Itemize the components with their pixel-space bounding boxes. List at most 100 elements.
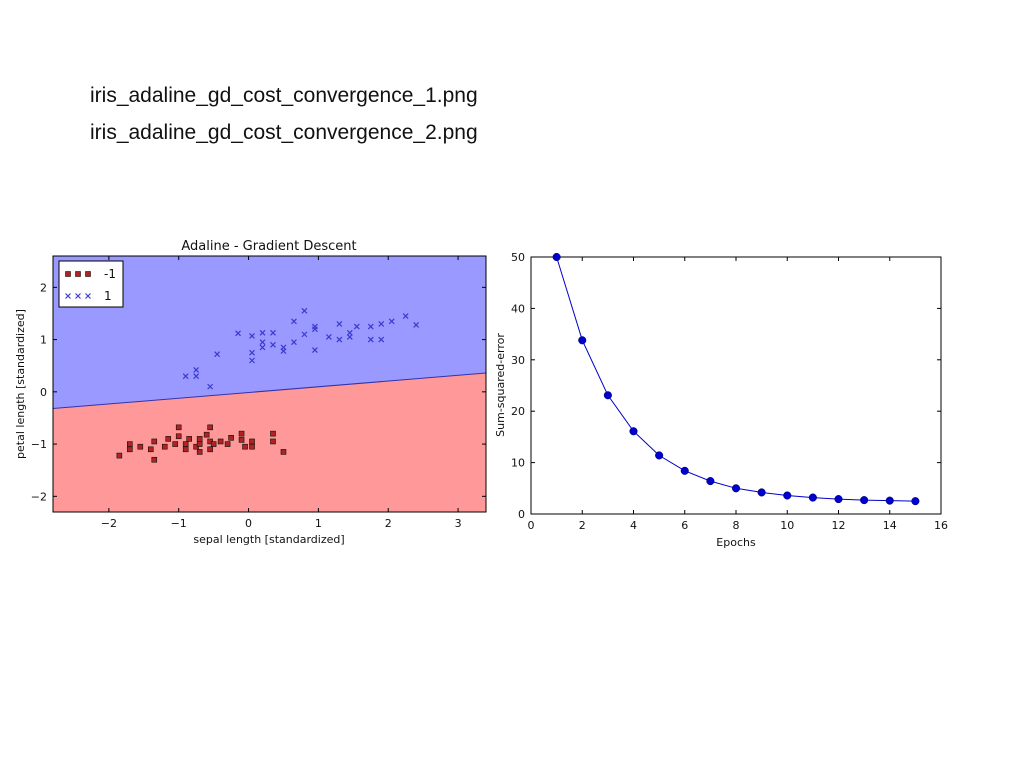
plot-frame [52, 255, 487, 513]
adaline-decision-regions-chart: Adaline - Gradient Descent −2 −1 0 1 2 3 −2 −1 0… [14, 239, 487, 546]
axis-ticks: 0 2 4 6 8 10 12 14 16 0 10 20 30 40 50 [511, 251, 948, 532]
point-class-neg [127, 441, 133, 447]
point-class-pos [214, 351, 221, 358]
point-class-neg [196, 449, 203, 455]
point-class-neg [147, 446, 154, 453]
point-class-pos [301, 331, 308, 338]
cost-convergence-chart: 0 2 4 6 8 10 12 14 16 0 10 20 30 40 50 Epochs Sum-squa… [494, 251, 948, 549]
point-class-pos [378, 336, 385, 343]
legend: -1 1 [58, 260, 124, 308]
point-class-neg [238, 437, 245, 443]
point-class-pos [325, 334, 332, 340]
x-tick-label: −1 [171, 517, 187, 530]
cost-point [655, 451, 664, 460]
x-tick-label: 0 [245, 517, 252, 530]
point-class-neg [280, 449, 287, 455]
point-class-neg [270, 438, 276, 445]
y-tick-label: 0 [518, 508, 525, 521]
region-class-pos [53, 256, 486, 409]
x-tick-label: 8 [733, 519, 740, 532]
region-class-neg [53, 373, 486, 512]
point-class-neg [238, 430, 245, 437]
point-class-pos [311, 323, 318, 330]
point-class-neg [151, 438, 158, 445]
point-class-pos [259, 329, 266, 336]
y-tick-label: 40 [511, 302, 525, 315]
point-class-neg [175, 433, 182, 440]
axis-ticks: −2 −1 0 1 2 3 −2 −1 0 1 2 [31, 256, 486, 530]
cost-point [680, 466, 689, 475]
cost-point [706, 477, 715, 486]
plot-frame [530, 256, 942, 515]
point-class-neg [203, 431, 210, 438]
cost-points [552, 252, 920, 506]
point-class-neg [224, 441, 231, 447]
y-tick-label: 0 [40, 386, 47, 399]
legend-label-pos: 1 [104, 289, 112, 303]
legend-label-neg: -1 [104, 267, 116, 281]
point-class-pos [235, 330, 241, 337]
point-class-neg [207, 424, 213, 431]
y-tick-label: −2 [31, 490, 47, 503]
legend-marker-pos [65, 293, 71, 299]
point-class-pos [301, 307, 308, 314]
point-class-pos [270, 329, 276, 336]
decision-boundary [53, 372, 486, 410]
point-class-neg [175, 424, 182, 431]
slide-text-line-1: iris_adaline_gd_cost_convergence_1.png [90, 84, 478, 107]
point-class-pos [402, 313, 409, 320]
point-class-pos [259, 339, 266, 346]
y-tick-label: 50 [511, 251, 525, 264]
x-tick-label: 0 [528, 519, 535, 532]
point-class-neg [161, 443, 168, 450]
y-tick-label: 2 [40, 281, 47, 294]
point-class-pos [336, 336, 343, 343]
x-axis-label: Epochs [716, 536, 756, 549]
plot-area [53, 256, 486, 512]
legend-box [58, 260, 124, 308]
slide-text-line-2: iris_adaline_gd_cost_convergence_2.png [90, 121, 478, 144]
x-tick-label: 10 [780, 519, 794, 532]
cost-point [834, 495, 843, 504]
point-class-neg [228, 435, 234, 441]
point-class-pos [367, 323, 374, 330]
y-axis-label: Sum-squared-error [494, 333, 507, 437]
point-class-neg [116, 452, 123, 459]
point-class-neg [127, 446, 133, 453]
point-class-pos [413, 322, 420, 328]
point-class-neg [182, 441, 189, 447]
point-class-neg [186, 436, 192, 442]
point-class-pos [280, 344, 287, 351]
cost-point [885, 496, 894, 505]
point-class-neg [217, 438, 224, 445]
y-tick-label: 20 [511, 405, 525, 418]
point-class-neg [196, 436, 203, 442]
point-class-pos [353, 323, 360, 330]
cost-point [603, 391, 612, 400]
x-tick-label: 1 [315, 517, 322, 530]
x-tick-label: 16 [934, 519, 948, 532]
point-class-pos [249, 349, 255, 356]
point-class-neg [207, 446, 213, 453]
point-class-pos [193, 366, 200, 373]
x-tick-label: 14 [883, 519, 897, 532]
point-class-pos [270, 341, 276, 348]
y-tick-label: 1 [40, 334, 47, 347]
cost-point [757, 488, 766, 497]
cost-point [578, 336, 587, 345]
chart-title: Adaline - Gradient Descent [181, 239, 356, 254]
cost-point [911, 497, 920, 506]
point-class-pos [249, 333, 255, 339]
point-class-neg [249, 443, 255, 450]
x-tick-label: 3 [455, 517, 462, 530]
point-class-neg [270, 430, 276, 437]
legend-marker-neg [85, 271, 91, 277]
x-axis-label: sepal length [standardized] [193, 533, 344, 546]
point-class-neg [172, 441, 179, 447]
point-class-neg [182, 446, 189, 453]
point-class-neg [137, 443, 144, 450]
cost-point [860, 496, 869, 505]
x-tick-label: 12 [832, 519, 846, 532]
legend-marker-neg [75, 271, 81, 277]
point-class-pos [259, 344, 266, 351]
